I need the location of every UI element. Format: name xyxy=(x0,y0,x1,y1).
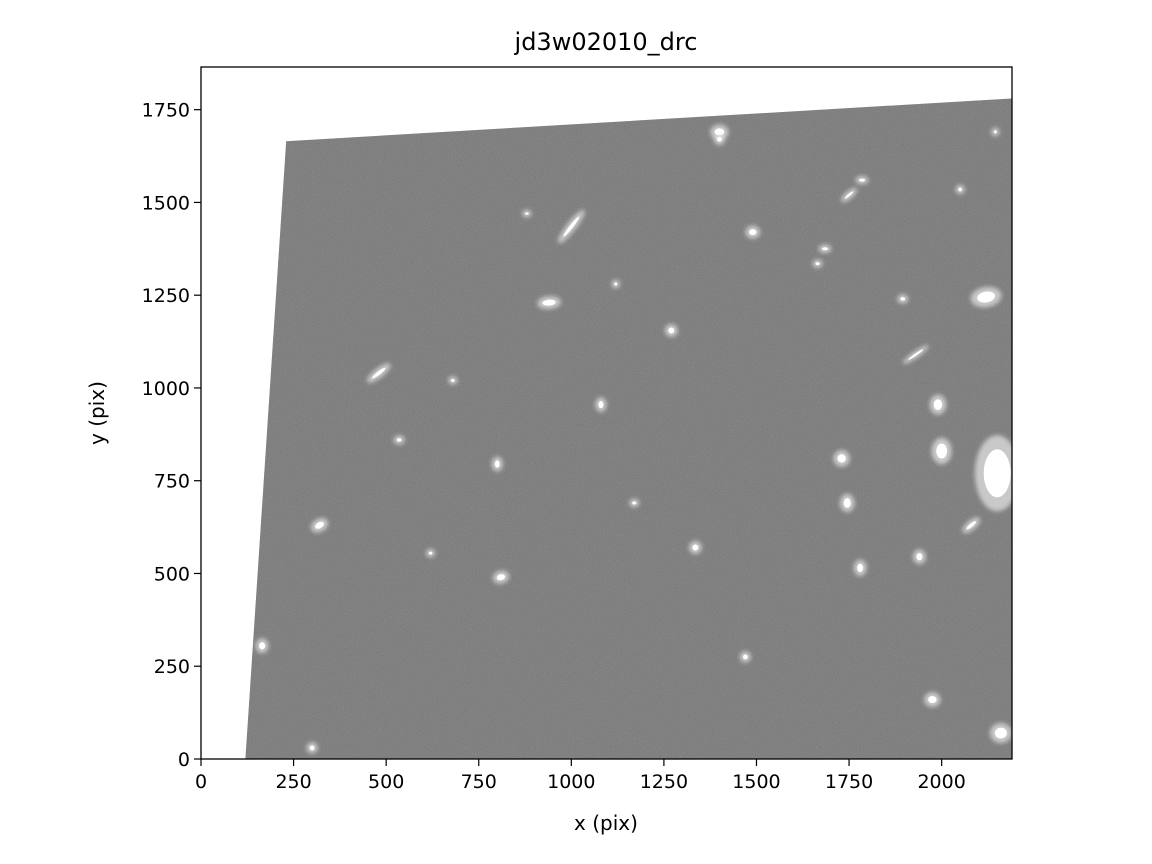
source xyxy=(749,229,757,236)
source xyxy=(496,574,506,581)
source xyxy=(916,553,923,561)
source xyxy=(372,367,386,379)
source xyxy=(692,544,699,551)
source xyxy=(908,349,924,360)
source xyxy=(742,654,748,660)
x-tick-label: 0 xyxy=(195,771,207,793)
y-tick-label: 1750 xyxy=(142,100,190,122)
source xyxy=(977,291,995,303)
source xyxy=(542,299,556,306)
source xyxy=(966,521,977,530)
source xyxy=(993,130,997,134)
source xyxy=(315,521,324,529)
source xyxy=(717,136,722,142)
source xyxy=(309,745,315,751)
y-axis-label: y (pix) xyxy=(85,381,109,445)
x-axis: 0 250 500 750 1000 1250 1500 1750 2000 xyxy=(195,759,966,793)
source xyxy=(494,460,500,468)
x-axis-label: x (pix) xyxy=(574,811,638,835)
exposure-noise xyxy=(245,98,1012,759)
source xyxy=(859,178,866,182)
x-tick-label: 1000 xyxy=(547,771,595,793)
source xyxy=(933,399,943,411)
source xyxy=(815,262,820,266)
x-tick-label: 500 xyxy=(368,771,404,793)
source xyxy=(983,449,1011,498)
source xyxy=(843,498,851,508)
source xyxy=(821,247,828,251)
x-tick-label: 1750 xyxy=(825,771,873,793)
source xyxy=(958,187,962,192)
x-tick-label: 250 xyxy=(275,771,311,793)
source xyxy=(994,727,1007,739)
source xyxy=(900,297,906,301)
source xyxy=(936,443,948,459)
y-tick-label: 1250 xyxy=(142,285,190,307)
plot-border xyxy=(200,66,1013,760)
source xyxy=(857,563,864,573)
image-panel xyxy=(245,98,1012,759)
y-tick-label: 750 xyxy=(154,471,190,493)
y-tick-label: 1000 xyxy=(142,378,190,400)
x-tick-label: 2000 xyxy=(917,771,965,793)
source xyxy=(837,454,846,463)
y-tick-label: 250 xyxy=(154,656,190,678)
source xyxy=(428,551,433,555)
sources-layer xyxy=(255,124,1012,754)
y-axis: 0 250 500 750 1000 1250 1500 1750 xyxy=(142,100,201,771)
source xyxy=(928,696,937,704)
x-tick-label: 1500 xyxy=(732,771,780,793)
chart-title: jd3w02010_drc xyxy=(514,28,698,56)
y-tick-label: 1500 xyxy=(142,192,190,214)
x-tick-label: 1250 xyxy=(640,771,688,793)
source xyxy=(714,128,725,136)
source xyxy=(598,401,604,409)
x-tick-label: 750 xyxy=(461,771,497,793)
source xyxy=(668,327,675,334)
source xyxy=(525,212,529,215)
y-tick-label: 500 xyxy=(154,563,190,585)
source xyxy=(396,438,402,442)
y-tick-label: 0 xyxy=(178,749,190,771)
source xyxy=(632,501,637,505)
source xyxy=(563,216,580,237)
source xyxy=(844,191,854,199)
source xyxy=(259,642,266,650)
source xyxy=(451,379,455,383)
source xyxy=(614,282,618,286)
